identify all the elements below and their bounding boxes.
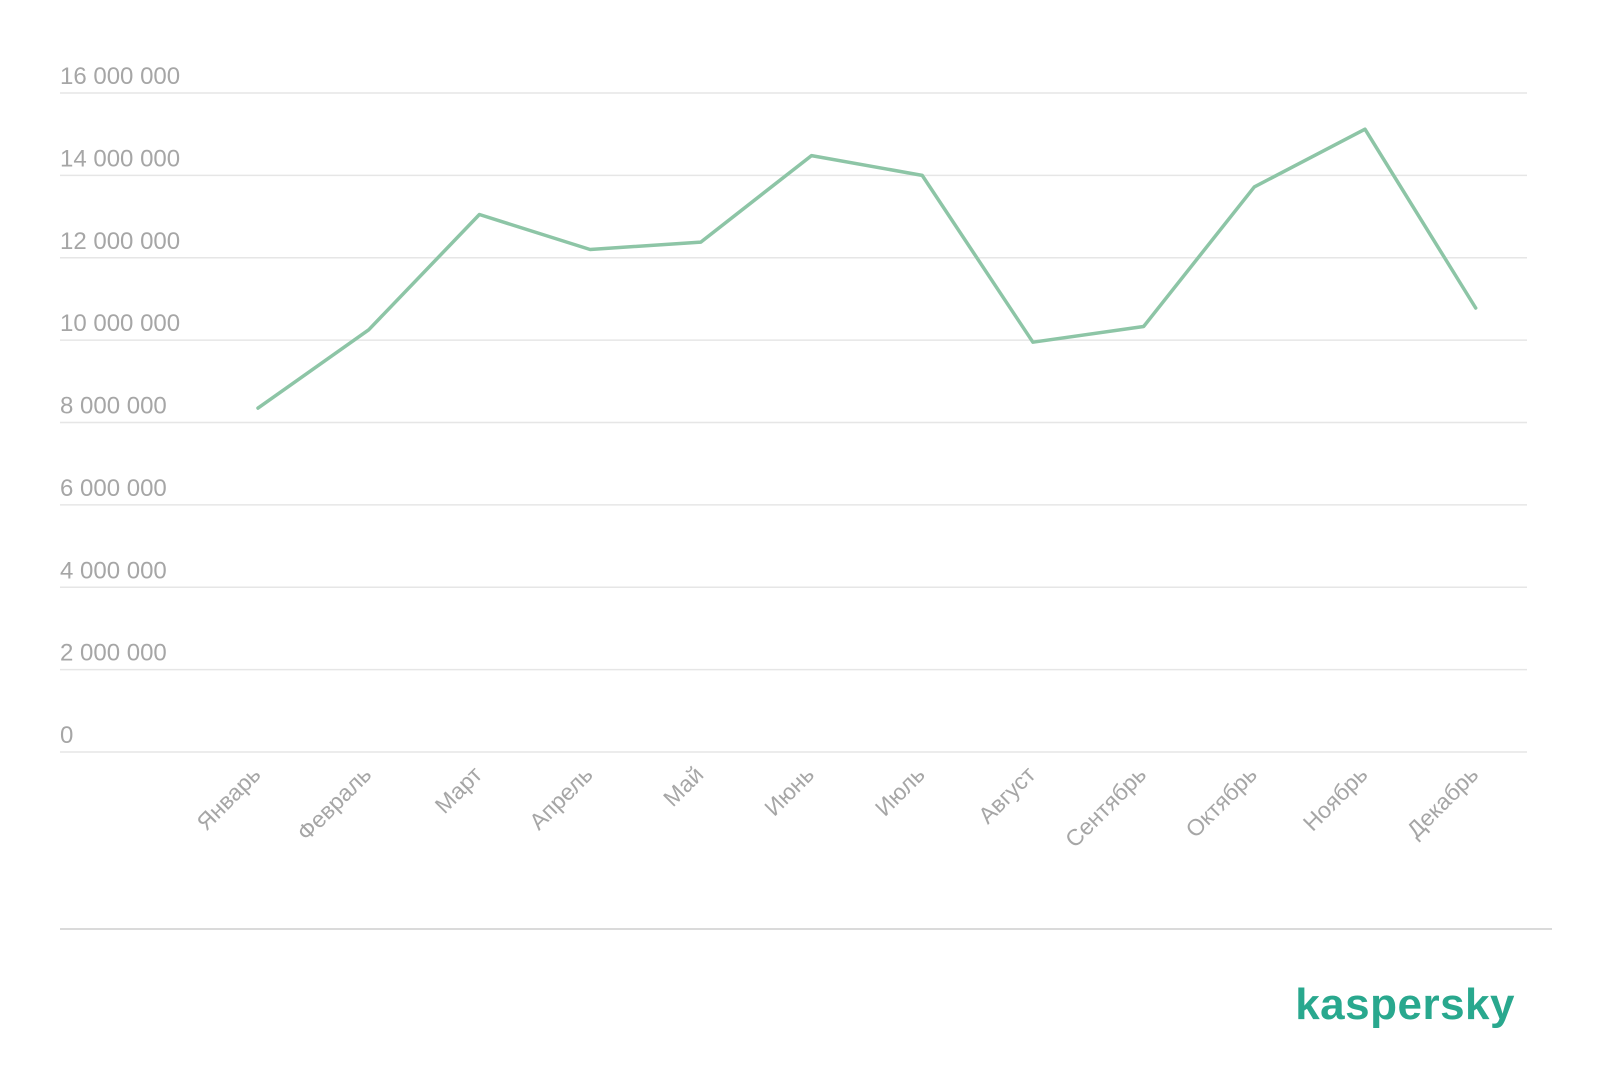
y-tick-label: 12 000 000 — [60, 228, 180, 255]
kaspersky-logo: kaspersky — [1295, 980, 1515, 1029]
x-axis-tick-labels: Январь Февраль Март Апрель Май Июнь Июль Август… — [191, 761, 1483, 853]
x-tick-label: Декабрь — [1401, 761, 1483, 843]
series-line — [256, 127, 1478, 410]
y-tick-label: 2 000 000 — [60, 640, 167, 667]
x-tick-label: Май — [658, 761, 708, 811]
y-tick-label: 14 000 000 — [60, 145, 180, 172]
x-tick-label: Август — [973, 761, 1041, 829]
y-axis-tick-labels: 0 2 000 000 4 000 000 6 000 000 8 000 000 10 … — [60, 63, 180, 749]
x-tick-label: Сентябрь — [1060, 761, 1151, 852]
y-tick-label: 0 — [60, 722, 73, 749]
gridlines — [60, 92, 1527, 753]
x-tick-label: Февраль — [292, 761, 376, 845]
y-tick-label: 4 000 000 — [60, 557, 167, 584]
series-lines — [256, 127, 1478, 410]
x-tick-label: Ноябрь — [1298, 761, 1373, 836]
y-tick-label: 8 000 000 — [60, 393, 167, 420]
x-tick-label: Июнь — [759, 761, 819, 821]
x-tick-label: Январь — [191, 761, 265, 835]
footer-divider — [60, 928, 1552, 930]
y-tick-label: 10 000 000 — [60, 310, 180, 337]
x-tick-label: Июль — [870, 761, 930, 821]
y-tick-label: 6 000 000 — [60, 475, 167, 502]
y-tick-label: 16 000 000 — [60, 63, 180, 90]
x-tick-label: Апрель — [524, 761, 598, 835]
x-tick-label: Март — [430, 761, 488, 819]
x-tick-label: Октябрь — [1180, 761, 1261, 842]
